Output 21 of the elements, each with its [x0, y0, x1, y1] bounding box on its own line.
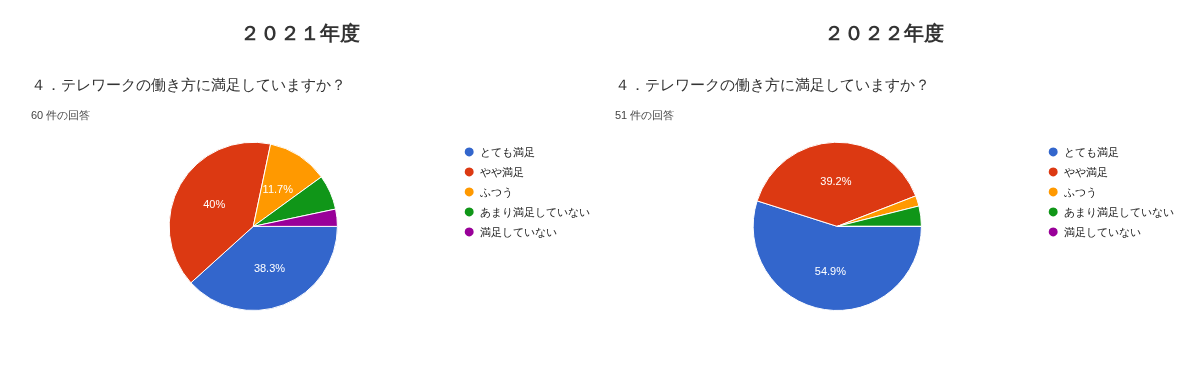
data-label: 11.7%: [262, 182, 294, 195]
data-label: 38.3%: [253, 262, 286, 275]
text: 60 件の回答: [31, 108, 91, 121]
legend-label: ふつう: [1062, 185, 1097, 199]
legend-label: やや満足: [1063, 165, 1108, 178]
chart-subtitle: ４．テレワークの働き方に満足していますか？: [31, 76, 346, 93]
legend-label: やや満足: [479, 165, 524, 178]
legend-label: とても満足: [479, 145, 535, 158]
legend-label: とても満足: [1063, 145, 1119, 158]
data-label: 39.2%: [820, 175, 852, 188]
data-label: 54.9%: [814, 264, 847, 277]
chart-title: ２０２１年度: [240, 22, 360, 44]
chart-title: ２０２２年度: [824, 22, 944, 44]
text: 51 件の回答: [615, 108, 675, 121]
legend-label: 満足していない: [479, 225, 557, 238]
legend-label: 満足していない: [1063, 225, 1141, 238]
legend-label: あまり満足していない: [479, 205, 590, 218]
chart-subtitle: ４．テレワークの働き方に満足していますか？: [615, 76, 930, 93]
legend-label: ふつう: [478, 185, 513, 199]
data-label: 40%: [203, 197, 226, 210]
legend-label: あまり満足していない: [1063, 205, 1174, 218]
